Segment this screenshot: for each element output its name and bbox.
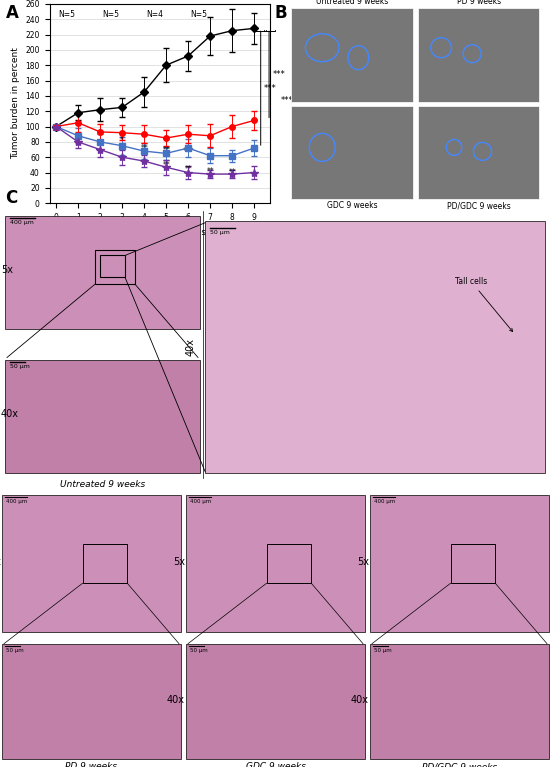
FancyBboxPatch shape (186, 495, 365, 632)
Text: 400 μm: 400 μm (190, 499, 211, 504)
Text: C: C (6, 189, 18, 207)
Text: 400 μm: 400 μm (374, 499, 395, 504)
FancyBboxPatch shape (291, 8, 412, 101)
Text: 40x: 40x (351, 695, 369, 705)
Text: **: ** (140, 144, 148, 153)
Text: 50 μm: 50 μm (190, 647, 208, 653)
Text: 5x: 5x (173, 558, 185, 568)
FancyBboxPatch shape (5, 360, 200, 473)
Text: Tall cells: Tall cells (455, 277, 513, 331)
Text: **: ** (162, 146, 170, 155)
Text: 40x: 40x (0, 695, 1, 705)
Text: 50 μm: 50 μm (10, 364, 30, 370)
Text: 40x: 40x (167, 695, 185, 705)
Text: GDC 9 weeks: GDC 9 weeks (327, 201, 377, 210)
Text: 5x: 5x (0, 558, 1, 568)
Text: B: B (275, 4, 288, 21)
FancyBboxPatch shape (205, 221, 545, 473)
Text: 40x: 40x (1, 410, 19, 420)
FancyBboxPatch shape (5, 216, 200, 329)
Text: ***: *** (272, 70, 285, 79)
FancyBboxPatch shape (418, 106, 540, 199)
Text: Untreated 9 weeks: Untreated 9 weeks (316, 0, 388, 6)
Bar (267, 545, 311, 583)
Text: ***: *** (264, 84, 277, 93)
Text: 5x: 5x (357, 558, 369, 568)
Text: N=5: N=5 (59, 10, 75, 19)
FancyBboxPatch shape (418, 8, 540, 101)
Text: 5x: 5x (1, 265, 13, 275)
FancyBboxPatch shape (2, 644, 181, 759)
Text: PD 9 weeks: PD 9 weeks (456, 0, 501, 6)
FancyBboxPatch shape (370, 495, 549, 632)
Text: 50 μm: 50 μm (374, 647, 392, 653)
Text: PD/GDC 9 weeks: PD/GDC 9 weeks (422, 762, 497, 767)
Text: 400 μm: 400 μm (6, 499, 28, 504)
Bar (95, 249, 135, 285)
Text: **: ** (184, 165, 192, 174)
Text: ***: *** (182, 146, 194, 156)
Text: PD 9 weeks: PD 9 weeks (65, 762, 118, 767)
Text: **: ** (206, 167, 214, 176)
Text: PD/GDC 9 weeks: PD/GDC 9 weeks (447, 201, 510, 210)
Text: N=4: N=4 (147, 10, 163, 19)
Text: **: ** (162, 160, 170, 170)
Bar (82, 545, 127, 583)
FancyBboxPatch shape (186, 644, 365, 759)
FancyBboxPatch shape (370, 644, 549, 759)
Text: *: * (120, 136, 124, 145)
Text: Untreated 9 weeks: Untreated 9 weeks (60, 480, 145, 489)
Text: ***: *** (280, 96, 294, 105)
Text: GDC 9 weeks: GDC 9 weeks (245, 762, 305, 767)
Text: N=5: N=5 (191, 10, 207, 19)
Text: 40x: 40x (186, 338, 196, 356)
Bar (100, 255, 125, 278)
Text: 50 μm: 50 μm (210, 230, 230, 235)
Text: A: A (6, 4, 18, 21)
FancyBboxPatch shape (291, 106, 412, 199)
X-axis label: Weeks after treatment start: Weeks after treatment start (96, 228, 223, 236)
Text: 50 μm: 50 μm (6, 647, 24, 653)
Text: **: ** (228, 168, 236, 177)
Y-axis label: Tumor burden in percent: Tumor burden in percent (10, 48, 20, 160)
FancyBboxPatch shape (2, 495, 181, 632)
Text: N=5: N=5 (103, 10, 119, 19)
Bar (450, 545, 496, 583)
Text: 400 μm: 400 μm (10, 220, 34, 225)
